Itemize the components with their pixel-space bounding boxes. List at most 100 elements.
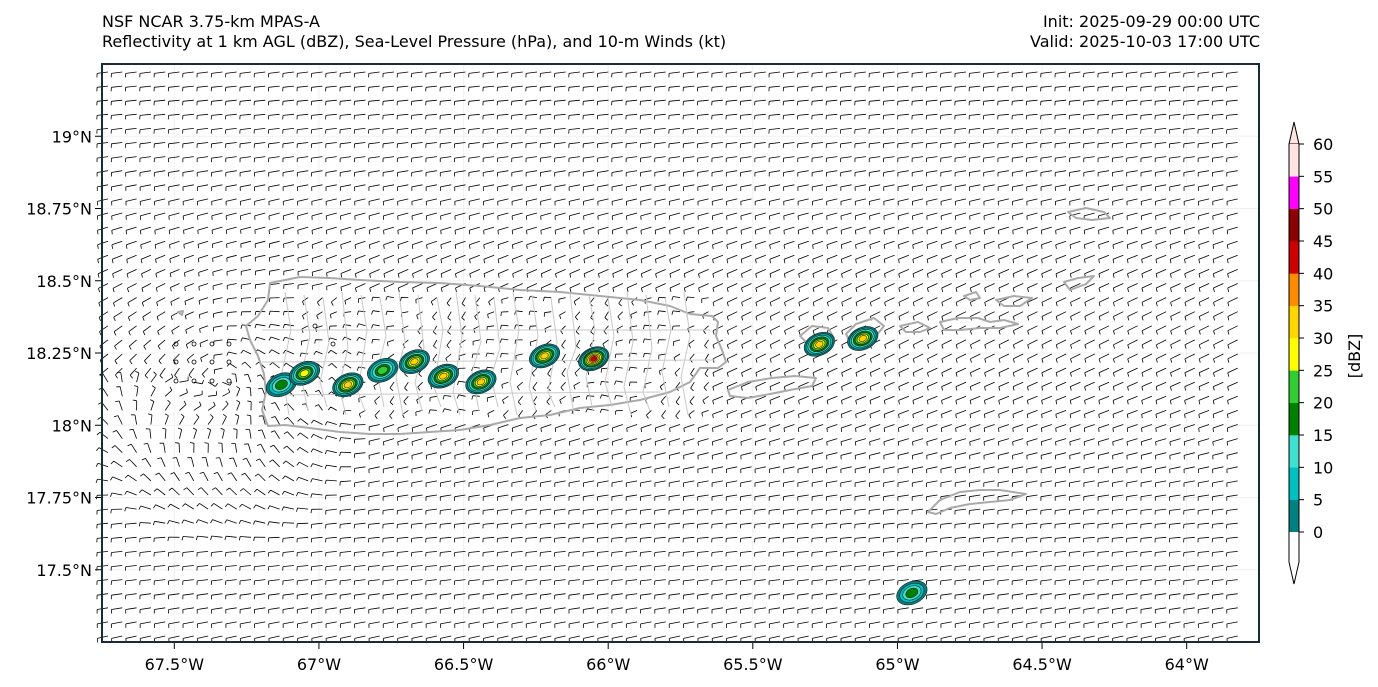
echo-contour (815, 340, 824, 348)
title-line-1: NSF NCAR 3.75-km MPAS-A (102, 12, 320, 31)
colorbar-swatch (1289, 338, 1299, 371)
init-time: Init: 2025-09-29 00:00 UTC (1042, 12, 1260, 31)
echo-cell (398, 349, 430, 375)
colorbar-tick-label: 15 (1313, 426, 1333, 445)
echo-contour (299, 369, 310, 377)
calm-wind-circle (209, 341, 215, 347)
calm-wind-circle (226, 341, 232, 347)
calm-wind-circle (173, 341, 179, 347)
calm-wind-circle (209, 378, 215, 384)
echo-contour (590, 356, 598, 362)
title-left: NSF NCAR 3.75-km MPAS-A Reflectivity at … (102, 12, 726, 52)
echo-cell (288, 360, 321, 386)
echo-contour (540, 352, 549, 360)
colorbar-under-swatch (1289, 532, 1299, 562)
colorbar-swatch (1289, 273, 1299, 306)
calm-wind-circle (191, 359, 197, 365)
lat-tick-label: 18.5°N (36, 272, 92, 291)
coastline-vieques (727, 375, 817, 399)
colorbar-tick-label: 40 (1313, 264, 1333, 283)
echo-cell (896, 580, 928, 606)
coastline-desecheo (177, 310, 184, 316)
echo-cell (529, 343, 561, 369)
coastline-jost-van-dyke (963, 291, 981, 301)
echo-contour (343, 381, 352, 389)
colorbar-label: [dBZ] (1345, 334, 1364, 379)
echo-cell (465, 369, 497, 395)
echo-contour (377, 366, 388, 375)
echo-contour (410, 358, 419, 366)
map-frame (101, 63, 1260, 643)
lat-tick-label: 17.75°N (26, 489, 92, 508)
lon-tick-label: 64°W (1165, 655, 1209, 674)
colorbar-tick-label: 60 (1313, 135, 1333, 154)
echo-cell (803, 331, 835, 357)
colorbar-swatch (1289, 435, 1299, 468)
map-panel (95, 63, 1260, 643)
lat-tick-label: 18°N (52, 416, 92, 435)
lon-tick-label: 65.5°W (723, 655, 783, 674)
coastline-st-john (899, 321, 931, 333)
lon-tick-label: 66.5°W (434, 655, 494, 674)
echo-cell (578, 346, 610, 372)
calm-wind-circle (191, 341, 197, 347)
echo-contour (858, 335, 867, 342)
lon-tick-label: 67.5°W (145, 655, 205, 674)
calm-wind-circle (312, 323, 318, 329)
colorbar-swatch (1289, 402, 1299, 436)
colorbar-tick-label: 10 (1313, 458, 1333, 477)
echo-contour (905, 587, 919, 598)
colorbar-tick-label: 30 (1313, 329, 1333, 348)
colorbar-tick-label: 45 (1313, 232, 1333, 251)
colorbar-swatch (1289, 241, 1299, 274)
colorbar-swatch (1289, 208, 1299, 242)
colorbar-tick-label: 55 (1313, 167, 1333, 186)
echo-contour (274, 379, 288, 390)
latitude-axis: 19°N 18.75°N 18.5°N 18.25°N 18°N 17.75°N 17.5°… (26, 127, 101, 580)
colorbar-swatch (1289, 305, 1299, 339)
coastline-sombrero (1067, 207, 1111, 221)
colorbar-tick-label: 0 (1313, 523, 1323, 542)
lon-tick-label: 65°W (875, 655, 919, 674)
coastlines (177, 207, 1111, 515)
colorbar-tick-label: 25 (1313, 361, 1333, 380)
echo-cell (332, 372, 364, 398)
lon-tick-label: 64.5°W (1012, 655, 1072, 674)
colorbar-swatch (1289, 370, 1299, 403)
colorbar-over-extension (1288, 121, 1300, 145)
colorbar-swatch (1289, 176, 1299, 209)
coastline-tortola (939, 317, 1019, 331)
colorbar-tick-label: 20 (1313, 394, 1333, 413)
echo-cell (367, 358, 399, 383)
calm-wind-circle (209, 359, 215, 365)
echo-contour (439, 372, 448, 380)
coastline-virgin-gorda (995, 295, 1033, 307)
reflectivity-echoes (265, 326, 928, 606)
colorbar-under-extension (1289, 562, 1299, 584)
calm-wind-circle (191, 378, 197, 384)
longitude-axis: 67.5°W 67°W 66.5°W 66°W 65.5°W 65°W 64.5°W 64°W (145, 643, 1209, 674)
colorbar-swatch (1289, 144, 1299, 177)
valid-time: Valid: 2025-10-03 17:00 UTC (1029, 32, 1260, 51)
colorbar-tick-label: 35 (1313, 297, 1333, 316)
coastline-anegada (1063, 275, 1095, 291)
lat-tick-label: 17.5°N (36, 561, 92, 580)
colorbar-tick-label: 50 (1313, 200, 1333, 219)
colorbar-outline (1288, 144, 1300, 585)
lon-tick-label: 67°W (297, 655, 341, 674)
coastline-puerto-rico (245, 276, 727, 435)
calm-wind-circle (226, 359, 232, 365)
colorbar-tick-label: 5 (1313, 491, 1323, 510)
echo-cell (265, 372, 297, 398)
title-line-2: Reflectivity at 1 km AGL (dBZ), Sea-Leve… (102, 32, 727, 51)
echo-cell (847, 326, 879, 351)
colorbar-swatch (1289, 499, 1299, 533)
lat-tick-label: 19°N (52, 127, 92, 146)
echo-cell (427, 363, 459, 389)
calm-wind-circle (173, 378, 179, 384)
lat-tick-label: 18.75°N (26, 200, 92, 219)
calm-wind-circle (173, 359, 179, 365)
lon-tick-label: 66°W (586, 655, 630, 674)
coastline-st-croix (927, 489, 1027, 515)
